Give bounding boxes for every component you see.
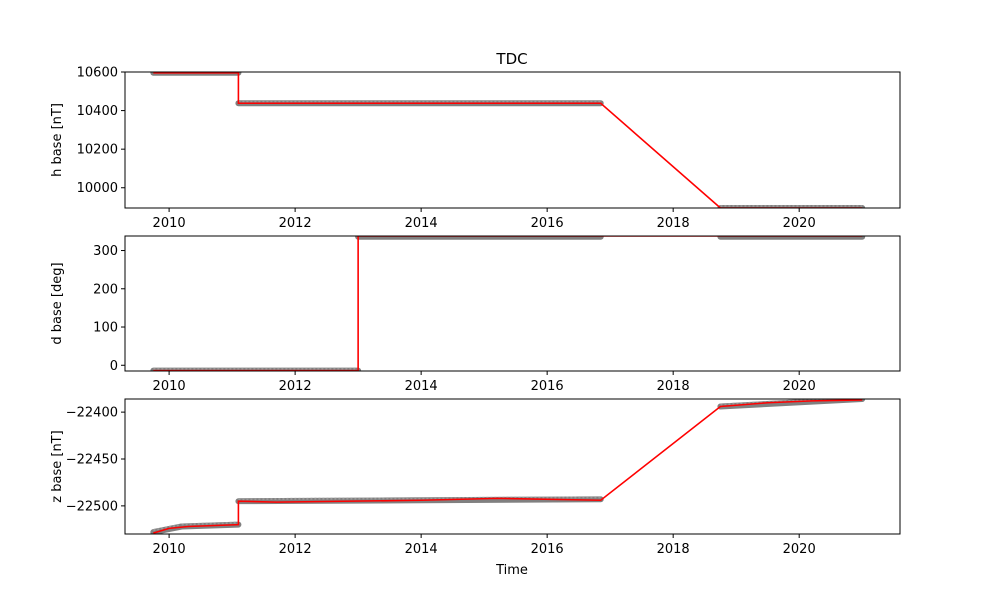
raw-data-texture <box>238 496 601 501</box>
y-tick-label: 10600 <box>77 66 118 81</box>
y-tick-label: 10000 <box>77 181 118 196</box>
panels: 2010 2012 2014 2016 2018 2020 10000 10200 10400 1… <box>50 66 901 557</box>
x-tick-label: 2020 <box>783 542 816 557</box>
x-tick-label: 2010 <box>153 379 186 394</box>
x-tick-label: 2016 <box>531 542 564 557</box>
y-tick-label: −22450 <box>66 453 118 468</box>
y-tick-label: 10400 <box>77 104 118 119</box>
x-tick-label: 2010 <box>153 542 186 557</box>
y-axis-label: h base [nT] <box>50 103 65 177</box>
x-tick-label: 2014 <box>405 216 438 231</box>
y-tick-label: 10200 <box>77 143 118 158</box>
axes-frame <box>124 398 901 535</box>
baseline-line <box>153 72 863 208</box>
x-tick-label: 2020 <box>783 379 816 394</box>
y-tick-label: 0 <box>110 359 118 374</box>
x-tick-label: 2012 <box>279 542 312 557</box>
x-axis-label: Time <box>495 563 528 578</box>
plot-area <box>150 72 866 208</box>
x-tick-label: 2014 <box>405 379 438 394</box>
plot-area <box>150 236 866 371</box>
raw-data-texture <box>153 523 182 532</box>
x-tick-label: 2012 <box>279 379 312 394</box>
panel-2: 2010 2012 2014 2016 2018 2020 0 100 200 300 d base… <box>50 235 901 394</box>
plot-area <box>150 399 866 534</box>
axes-frame <box>124 235 901 372</box>
x-tick-label: 2014 <box>405 542 438 557</box>
y-tick-label: 300 <box>93 244 118 259</box>
x-tick-label: 2012 <box>279 216 312 231</box>
baseline-line <box>153 399 863 534</box>
y-tick-label: 200 <box>93 282 118 297</box>
x-tick-label: 2010 <box>153 216 186 231</box>
y-tick-label: −22400 <box>66 406 118 421</box>
x-tick-label: 2016 <box>531 379 564 394</box>
x-tick-label: 2018 <box>657 379 690 394</box>
x-tick-label: 2016 <box>531 216 564 231</box>
x-tick-label: 2020 <box>783 216 816 231</box>
panel-1: 2010 2012 2014 2016 2018 2020 10000 10200 10400 1… <box>50 66 901 231</box>
chart-title: TDC <box>495 50 527 68</box>
y-axis-label: z base [nT] <box>50 430 65 502</box>
x-tick-label: 2018 <box>657 542 690 557</box>
x-tick-label: 2018 <box>657 216 690 231</box>
y-axis-label: d base [deg] <box>50 262 65 344</box>
baseline-line <box>153 236 863 371</box>
panel-3: 2010 2012 2014 2016 2018 2020 −22500 −22450 −224… <box>50 398 901 557</box>
y-tick-label: 100 <box>93 321 118 336</box>
y-tick-label: −22500 <box>66 499 118 514</box>
raw-data-texture <box>181 521 239 526</box>
axes-frame <box>124 71 901 209</box>
